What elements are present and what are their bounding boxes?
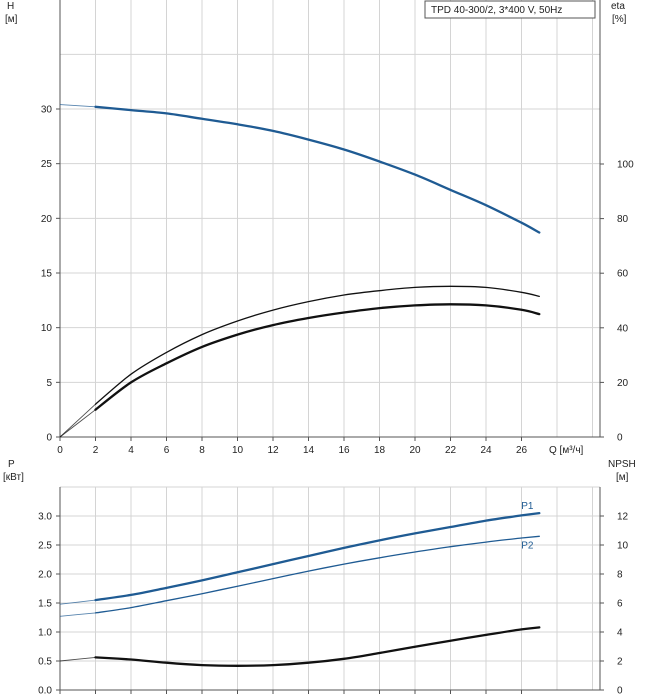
y2-tick-label: 0 bbox=[617, 433, 623, 444]
x-tick-label: 10 bbox=[232, 445, 244, 456]
y-tick-label: 25 bbox=[41, 159, 53, 170]
y2-tick-label: 60 bbox=[617, 269, 629, 280]
series-extension-line bbox=[59, 409, 96, 438]
series-line bbox=[94, 535, 540, 614]
series-line bbox=[94, 511, 541, 602]
x-tick-label: 8 bbox=[199, 445, 205, 456]
x-tick-label: 0 bbox=[57, 445, 63, 456]
y-tick-label: 5 bbox=[46, 378, 52, 389]
y-tick-label: 0.0 bbox=[38, 686, 52, 697]
y-axis-unit-p: [кВт] bbox=[3, 472, 24, 483]
y2-tick-label: 20 bbox=[617, 378, 629, 389]
x-tick-label: 12 bbox=[267, 445, 279, 456]
chart-title: TPD 40-300/2, 3*400 V, 50Hz bbox=[431, 5, 562, 16]
y-tick-label: 20 bbox=[41, 214, 53, 225]
x-tick-label: 22 bbox=[445, 445, 457, 456]
y2-tick-label: 0 bbox=[617, 686, 623, 697]
y2-axis-label-npsh: NPSH bbox=[608, 459, 636, 470]
x-tick-label: 24 bbox=[480, 445, 492, 456]
y-tick-label: 1.5 bbox=[38, 599, 52, 610]
y-tick-label: 10 bbox=[41, 323, 53, 334]
y-tick-label: 0.5 bbox=[38, 657, 52, 668]
x-tick-label: 4 bbox=[128, 445, 134, 456]
y-tick-label: 2.5 bbox=[38, 541, 52, 552]
y2-tick-label: 80 bbox=[617, 214, 629, 225]
x-tick-label: 2 bbox=[93, 445, 99, 456]
y2-tick-label: 12 bbox=[617, 512, 629, 523]
series-extension-line bbox=[59, 612, 96, 617]
series-extension-line bbox=[59, 656, 96, 662]
series-extension-line bbox=[59, 403, 96, 438]
y2-tick-label: 2 bbox=[617, 657, 623, 668]
y2-tick-label: 10 bbox=[617, 541, 629, 552]
y-axis-unit-h: [м] bbox=[5, 14, 18, 25]
series-label: P1 bbox=[521, 501, 534, 512]
y2-axis-unit-npsh: [м] bbox=[616, 472, 629, 483]
series-extension-line bbox=[59, 104, 96, 108]
y2-tick-label: 100 bbox=[617, 160, 634, 171]
x-tick-label: 18 bbox=[374, 445, 386, 456]
title-box bbox=[424, 0, 596, 19]
series-label: P2 bbox=[521, 540, 534, 551]
y-tick-label: 3.0 bbox=[38, 512, 52, 523]
power-npsh-panel: 0.0 0.5 1.0 1.5 2.0 2.5 3.0 0 2 4 6 8 10 12 P1 P2 bbox=[38, 486, 629, 697]
y2-tick-label: 40 bbox=[617, 323, 629, 334]
y-tick-label: 0 bbox=[46, 433, 52, 444]
series-line bbox=[94, 626, 541, 667]
y2-axis-label-eta: eta bbox=[611, 1, 625, 12]
y2-tick-label: 6 bbox=[617, 599, 623, 610]
y-tick-label: 1.0 bbox=[38, 628, 52, 639]
series-extension-line bbox=[59, 599, 96, 605]
series-line bbox=[94, 285, 540, 405]
y-tick-label: 15 bbox=[41, 269, 53, 280]
y-axis-label-h: H bbox=[7, 1, 14, 12]
x-tick-label: 16 bbox=[338, 445, 350, 456]
x-tick-label: 6 bbox=[164, 445, 170, 456]
series-line bbox=[94, 105, 541, 234]
y-axis-label-p: P bbox=[8, 459, 15, 470]
y2-tick-label: 8 bbox=[617, 570, 623, 581]
y2-axis-unit-eta: [%] bbox=[612, 14, 627, 25]
y-tick-label: 2.0 bbox=[38, 570, 52, 581]
series-line bbox=[94, 303, 541, 411]
y2-tick-label: 4 bbox=[617, 628, 623, 639]
x-tick-label: 20 bbox=[409, 445, 421, 456]
x-axis-label-q: Q [м³/ч] bbox=[549, 445, 584, 456]
y-tick-label: 30 bbox=[41, 105, 53, 116]
x-tick-label: 26 bbox=[516, 445, 528, 456]
x-tick-label: 14 bbox=[303, 445, 315, 456]
